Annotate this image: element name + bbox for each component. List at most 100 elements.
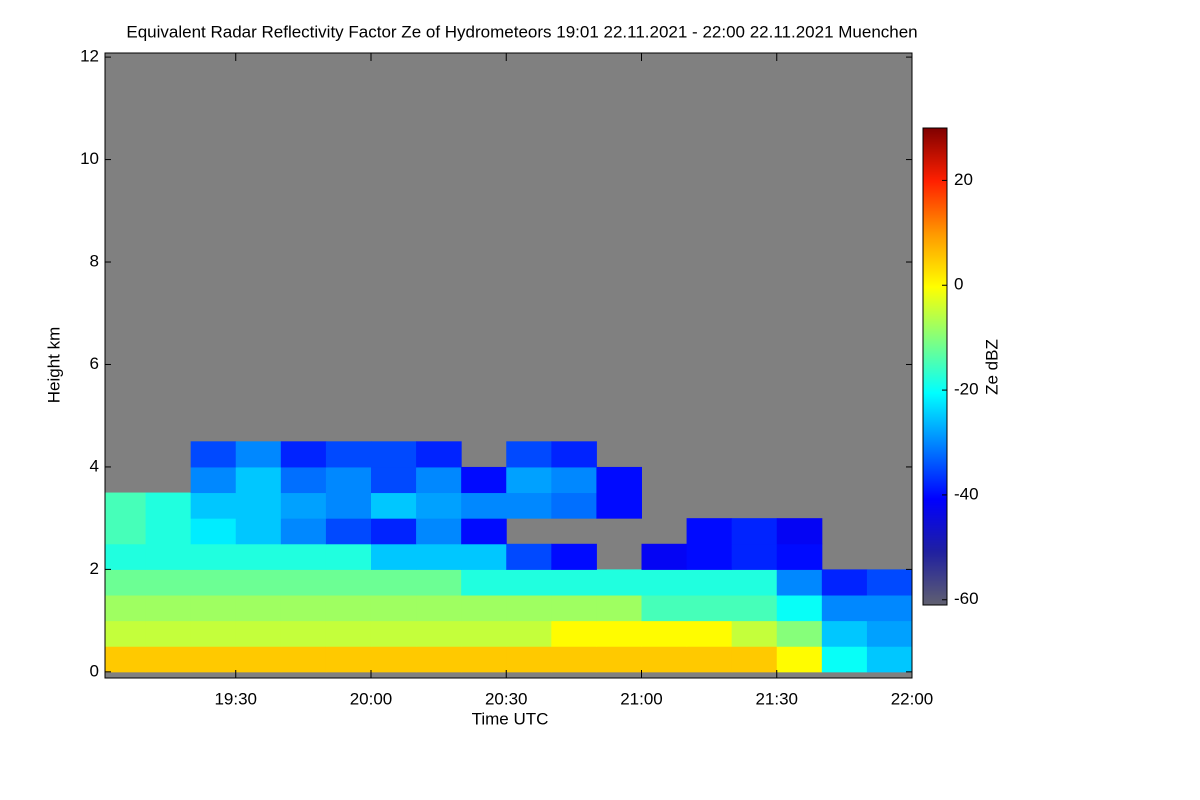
colorbar-step	[923, 404, 947, 406]
heatmap-cell	[235, 441, 282, 468]
colorbar-step	[923, 293, 947, 295]
heatmap-cell	[416, 466, 462, 494]
colorbar-step	[923, 320, 947, 322]
colorbar-step	[923, 469, 947, 471]
colorbar-step	[923, 179, 947, 181]
colorbar-step	[923, 343, 947, 345]
colorbar-step	[923, 566, 947, 568]
heatmap-cell	[105, 518, 147, 545]
heatmap-cell	[190, 569, 237, 596]
heatmap-cell	[235, 543, 282, 570]
colorbar-step	[923, 529, 947, 531]
heatmap-cell	[686, 620, 733, 647]
x-tick-label: 20:30	[485, 689, 528, 708]
colorbar-step	[923, 460, 947, 462]
colorbar-step	[923, 314, 947, 316]
colorbar-step	[923, 175, 947, 177]
colorbar-step	[923, 220, 947, 222]
x-tick-label: 21:30	[755, 689, 798, 708]
colorbar-step	[923, 208, 947, 210]
colorbar-step	[923, 390, 947, 392]
colorbar-step	[923, 557, 947, 559]
heatmap-cell	[821, 569, 868, 596]
colorbar-step	[923, 355, 947, 357]
colorbar-step	[923, 173, 947, 175]
colorbar-step	[923, 457, 947, 459]
colorbar-step	[923, 148, 947, 150]
colorbar-step	[923, 556, 947, 558]
colorbar-step	[923, 354, 947, 356]
colorbar-step	[923, 277, 947, 279]
heatmap-cell	[105, 646, 147, 673]
colorbar-step	[923, 145, 947, 147]
colorbar-step	[923, 461, 947, 463]
heatmap-cell	[370, 595, 417, 622]
colorbar-step	[923, 477, 947, 479]
colorbar-step	[923, 194, 947, 196]
colorbar-step	[923, 478, 947, 480]
colorbar-step	[923, 558, 947, 560]
colorbar-step	[923, 357, 947, 359]
heatmap-cell	[325, 441, 372, 468]
colorbar-step	[923, 543, 947, 545]
heatmap-cell	[370, 492, 417, 519]
colorbar-step	[923, 233, 947, 235]
colorbar-tick-label: 20	[954, 170, 973, 189]
colorbar-step	[923, 207, 947, 209]
x-tick-label: 19:30	[214, 689, 257, 708]
colorbar-step	[923, 509, 947, 511]
colorbar-step	[923, 571, 947, 573]
colorbar-step	[923, 290, 947, 292]
colorbar-step	[923, 480, 947, 482]
colorbar-step	[923, 342, 947, 344]
colorbar-step	[923, 534, 947, 536]
heatmap-cell	[235, 518, 282, 545]
colorbar-step	[923, 269, 947, 271]
colorbar-step	[923, 516, 947, 518]
colorbar-step	[923, 129, 947, 131]
x-tick-label: 22:00	[891, 689, 934, 708]
colorbar-step	[923, 533, 947, 535]
colorbar-step	[923, 274, 947, 276]
colorbar-step	[923, 488, 947, 490]
colorbar-step	[923, 448, 947, 450]
y-tick-label: 10	[80, 149, 99, 168]
colorbar-step	[923, 214, 947, 216]
colorbar-step	[923, 223, 947, 225]
colorbar-step	[923, 559, 947, 561]
colorbar-step	[923, 454, 947, 456]
colorbar-step	[923, 405, 947, 407]
colorbar-step	[923, 181, 947, 183]
colorbar-step	[923, 530, 947, 532]
colorbar-step	[923, 527, 947, 529]
colorbar-step	[923, 395, 947, 397]
colorbar-step	[923, 226, 947, 228]
heatmap-cell	[776, 543, 823, 570]
colorbar-step	[923, 292, 947, 294]
colorbar-step	[923, 492, 947, 494]
heatmap-cell	[145, 492, 192, 519]
colorbar-step	[923, 425, 947, 427]
colorbar-step	[923, 391, 947, 393]
heatmap-cell	[370, 620, 417, 647]
y-tick-label: 8	[90, 252, 99, 271]
colorbar-step	[923, 376, 947, 378]
colorbar-step	[923, 210, 947, 212]
colorbar-step	[923, 513, 947, 515]
colorbar-step	[923, 549, 947, 551]
colorbar-step	[923, 586, 947, 588]
colorbar-step	[923, 311, 947, 313]
colorbar-step	[923, 241, 947, 243]
colorbar-step	[923, 160, 947, 162]
colorbar-step	[923, 134, 947, 136]
colorbar-step	[923, 384, 947, 386]
heatmap-cell	[190, 518, 237, 545]
colorbar-step	[923, 324, 947, 326]
colorbar-step	[923, 136, 947, 138]
colorbar-step	[923, 433, 947, 435]
colorbar-step	[923, 428, 947, 430]
colorbar-step	[923, 245, 947, 247]
colorbar-step	[923, 435, 947, 437]
colorbar-step	[923, 575, 947, 577]
colorbar-step	[923, 183, 947, 185]
